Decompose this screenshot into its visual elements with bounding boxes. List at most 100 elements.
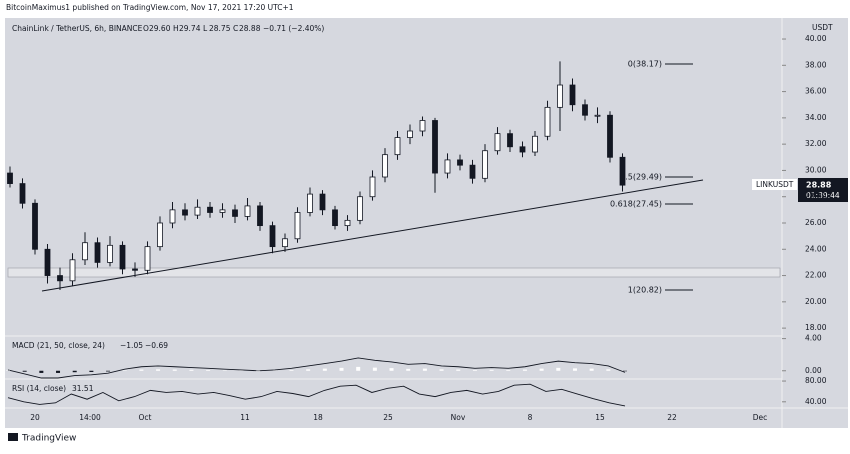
- macd-histogram: [89, 370, 94, 372]
- macd-histogram: [256, 370, 261, 372]
- macd-histogram: [172, 369, 177, 371]
- candle-body: [32, 202, 38, 250]
- y-tick-label: 34.00: [805, 113, 827, 122]
- candle-body: [519, 146, 526, 153]
- candle-body: [232, 209, 238, 217]
- candle-body: [44, 248, 51, 276]
- logo-mark: [8, 433, 18, 441]
- candle-body: [207, 206, 213, 213]
- candle-body: [344, 219, 351, 227]
- x-tick-label: 15: [595, 413, 605, 422]
- macd-histogram: [489, 369, 494, 371]
- candle-body: [494, 133, 501, 152]
- ohlc-item: 28.88: [239, 24, 261, 33]
- candle-body: [244, 205, 251, 217]
- macd-histogram: [56, 370, 61, 373]
- candle-body: [169, 209, 176, 224]
- x-tick-label: 22: [667, 413, 677, 422]
- candle-body: [7, 172, 13, 184]
- rsi-title: RSI (14, close): [12, 384, 66, 393]
- macd-histogram: [322, 368, 327, 371]
- macd-histogram: [606, 369, 611, 371]
- candle-body: [582, 104, 588, 116]
- y-tick-label: 80.00: [805, 376, 827, 385]
- macd-histogram: [623, 370, 627, 372]
- candle-body: [469, 164, 476, 179]
- candle-body: [107, 244, 113, 263]
- macd-histogram: [72, 370, 77, 373]
- macd-histogram: [139, 369, 144, 371]
- candle-body: [619, 156, 626, 186]
- symbol-text: LINKUSDT: [756, 180, 794, 189]
- candle-body: [19, 183, 26, 204]
- candle-body: [69, 259, 76, 282]
- footer: TradingView: [21, 434, 76, 444]
- candle-body: [544, 106, 551, 137]
- macd-histogram: [472, 370, 477, 371]
- currency: USDT: [812, 23, 833, 32]
- macd-histogram: [206, 370, 211, 371]
- x-tick-label: 20: [30, 413, 40, 422]
- rsi-line: [7, 383, 626, 407]
- candle-body: [182, 209, 188, 216]
- macd-histogram: [589, 368, 594, 371]
- macd-line: [7, 357, 626, 379]
- candle-body: [407, 130, 413, 138]
- ohlc-item: L: [203, 24, 208, 33]
- macd-histogram: [122, 370, 127, 371]
- macd-histogram: [6, 370, 10, 372]
- macd-histogram: [22, 370, 27, 372]
- legend: ChainLink / TetherUS, 6h, BINANCE: [12, 24, 143, 33]
- x-tick-label: Dec: [753, 413, 768, 422]
- ohlc-item: 29.60: [149, 24, 171, 33]
- x-tick-label: 14:00: [79, 413, 101, 422]
- macd-reading: −1.05: [120, 341, 143, 350]
- candle-body: [482, 150, 488, 179]
- candle-body: [94, 242, 101, 263]
- macd-reading: −0.69: [145, 341, 168, 350]
- x-tick-label: 25: [383, 413, 393, 422]
- y-tick-label: 30.00: [805, 165, 827, 174]
- macd-title: MACD (21, 50, close, 24): [12, 341, 105, 350]
- fib-label: 0(38.17): [628, 60, 662, 69]
- y-tick-label: 20.00: [805, 297, 827, 306]
- macd-histogram: [422, 368, 427, 371]
- macd-histogram: [356, 366, 361, 371]
- candle-body: [157, 222, 163, 248]
- y-tick-label: 18.00: [805, 323, 827, 332]
- ohlc-item: −0.71 (−2.40%): [263, 24, 324, 33]
- macd-histogram: [456, 369, 461, 371]
- candle-body: [607, 114, 613, 158]
- price-tag: [798, 178, 848, 202]
- macd-histogram: [39, 370, 44, 373]
- candle-body: [369, 176, 376, 198]
- candle-body: [569, 84, 576, 106]
- header: BitcoinMaximus1 published on TradingView…: [6, 3, 294, 12]
- candle-body: [194, 206, 201, 216]
- ohlc-item: C: [233, 24, 238, 33]
- candle-body: [332, 209, 338, 227]
- x-tick-label: Nov: [451, 413, 466, 422]
- candle-body: [132, 268, 138, 271]
- macd-histogram: [272, 370, 277, 372]
- candle-body: [319, 193, 326, 211]
- macd-histogram: [572, 368, 577, 371]
- symbol-tag: [752, 179, 797, 190]
- x-tick-label: 18: [313, 413, 323, 422]
- y-tick-label: 4.00: [805, 334, 822, 343]
- ohlc-item: H: [173, 24, 179, 33]
- candle-body: [457, 159, 463, 166]
- logo: TradingView: [8, 433, 76, 444]
- countdown: 01:39:44: [806, 191, 840, 200]
- candle-body: [557, 84, 563, 108]
- fib-label: 0.5(29.49): [620, 173, 662, 182]
- ohlc-item: O: [143, 24, 149, 33]
- y-tick-label: 24.00: [805, 244, 827, 253]
- candle-body: [532, 135, 538, 153]
- candle-body: [357, 196, 363, 221]
- x-tick-label: 11: [240, 413, 250, 422]
- ohlc-item: 28.75: [209, 24, 231, 33]
- macd-histogram: [239, 370, 244, 372]
- macd-histogram: [506, 370, 511, 371]
